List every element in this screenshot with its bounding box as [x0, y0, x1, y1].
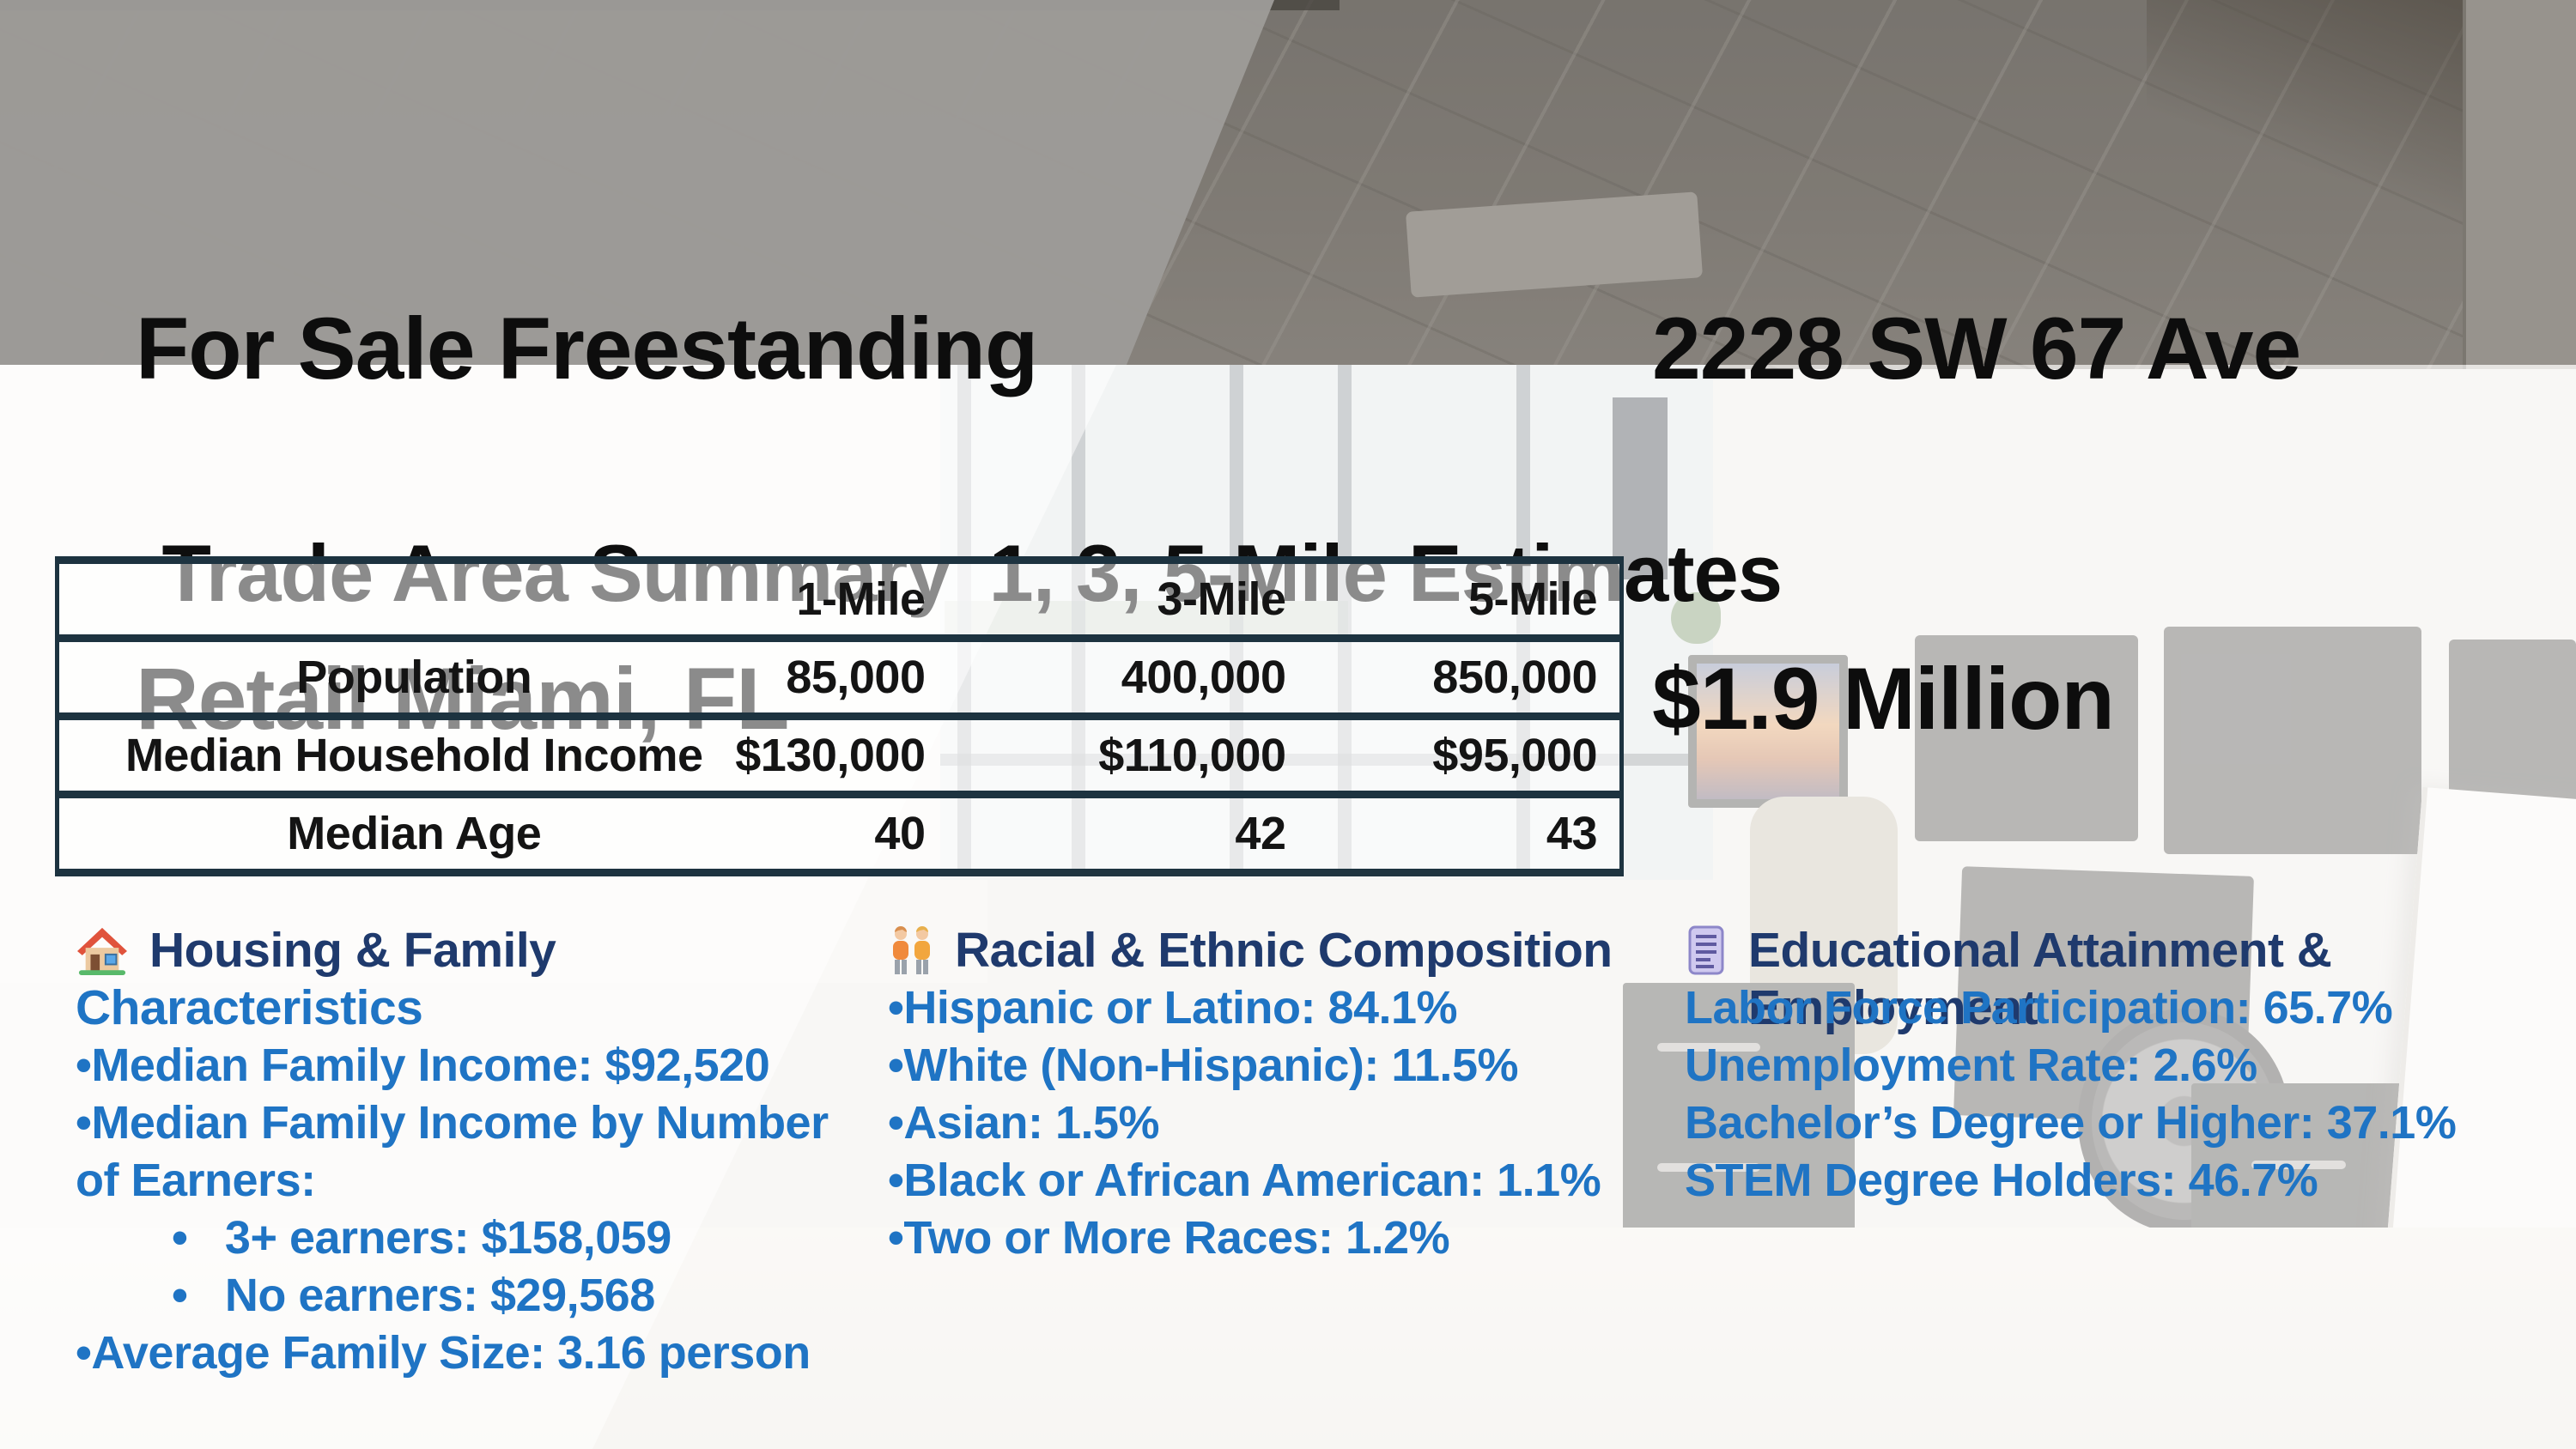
- row-value: 85,000: [714, 634, 948, 717]
- row-value: 42: [947, 791, 1309, 873]
- table-row: Median Household Income $130,000 $110,00…: [57, 712, 1622, 795]
- trade-area-table: 1-Mile 3-Mile 5-Mile Population 85,000 4…: [55, 556, 1624, 876]
- table-row: Population 85,000 400,000 850,000: [57, 634, 1622, 717]
- listing-price: $1.9 Million: [1652, 650, 2115, 748]
- housing-item: •Average Family Size: 3.16 person: [76, 1327, 811, 1379]
- listing-address-price: 2228 SW 67 Ave $1.9 Million: [1652, 57, 2301, 991]
- column-header-3mile: 3-Mile: [947, 560, 1309, 639]
- row-value: 400,000: [947, 634, 1309, 717]
- people-icon: [888, 925, 934, 976]
- row-label: Median Age: [57, 791, 714, 873]
- racial-item: •Black or African American: 1.1%: [888, 1155, 1601, 1206]
- table-header-row: 1-Mile 3-Mile 5-Mile: [57, 560, 1622, 639]
- education-section: Educational Attainment & Employment Labo…: [1685, 922, 2509, 1210]
- listing-address: 2228 SW 67 Ave: [1652, 300, 2301, 397]
- education-item: Labor Force Participation: 65.7%: [1685, 982, 2393, 1034]
- row-label: Population: [57, 634, 714, 717]
- racial-item: •Two or More Races: 1.2%: [888, 1212, 1450, 1264]
- housing-item: •Median Family Income: $92,520: [76, 1040, 770, 1091]
- table-corner-cell: [57, 560, 714, 639]
- photo-wall-column: [2463, 0, 2576, 369]
- housing-heading-primary: Housing & Family: [149, 923, 556, 978]
- housing-heading-line: Housing & Family: [76, 922, 891, 979]
- column-header-1mile: 1-Mile: [714, 560, 948, 639]
- education-heading-line: Educational Attainment & Employment: [1685, 922, 2509, 1035]
- education-item: STEM Degree Holders: 46.7%: [1685, 1155, 2318, 1206]
- document-icon: [1685, 925, 1728, 975]
- racial-item: •White (Non-Hispanic): 11.5%: [888, 1040, 1518, 1091]
- row-value: $110,000: [947, 712, 1309, 795]
- racial-item: •Asian: 1.5%: [888, 1097, 1160, 1149]
- racial-heading: Racial & Ethnic Composition: [955, 923, 1613, 978]
- row-label: Median Household Income: [57, 712, 714, 795]
- table-row: Median Age 40 42 43: [57, 791, 1622, 873]
- education-item: Bachelor’s Degree or Higher: 37.1%: [1685, 1097, 2457, 1149]
- row-value: 850,000: [1308, 634, 1622, 717]
- row-value: 40: [714, 791, 948, 873]
- housing-subitem: • No earners: $29,568: [172, 1270, 655, 1321]
- row-value: $130,000: [714, 712, 948, 795]
- racial-heading-line: Racial & Ethnic Composition: [888, 922, 1686, 979]
- racial-item: •Hispanic or Latino: 84.1%: [888, 982, 1458, 1034]
- housing-subitem: • 3+ earners: $158,059: [172, 1212, 671, 1264]
- column-header-5mile: 5-Mile: [1308, 560, 1622, 639]
- listing-title-line1: For Sale Freestanding: [136, 300, 1038, 397]
- racial-section: Racial & Ethnic Composition •Hispanic or…: [888, 922, 1686, 1267]
- housing-heading-secondary: Characteristics: [76, 980, 423, 1035]
- education-heading: Educational Attainment & Employment: [1748, 923, 2332, 1035]
- house-icon: [76, 926, 129, 976]
- housing-item: •Median Family Income by Number of Earne…: [76, 1097, 829, 1206]
- row-value: 43: [1308, 791, 1622, 873]
- row-value: $95,000: [1308, 712, 1622, 795]
- education-item: Unemployment Rate: 2.6%: [1685, 1040, 2257, 1091]
- header-gray-panel: [0, 0, 1274, 365]
- housing-section: Housing & Family Characteristics •Median…: [76, 922, 891, 1382]
